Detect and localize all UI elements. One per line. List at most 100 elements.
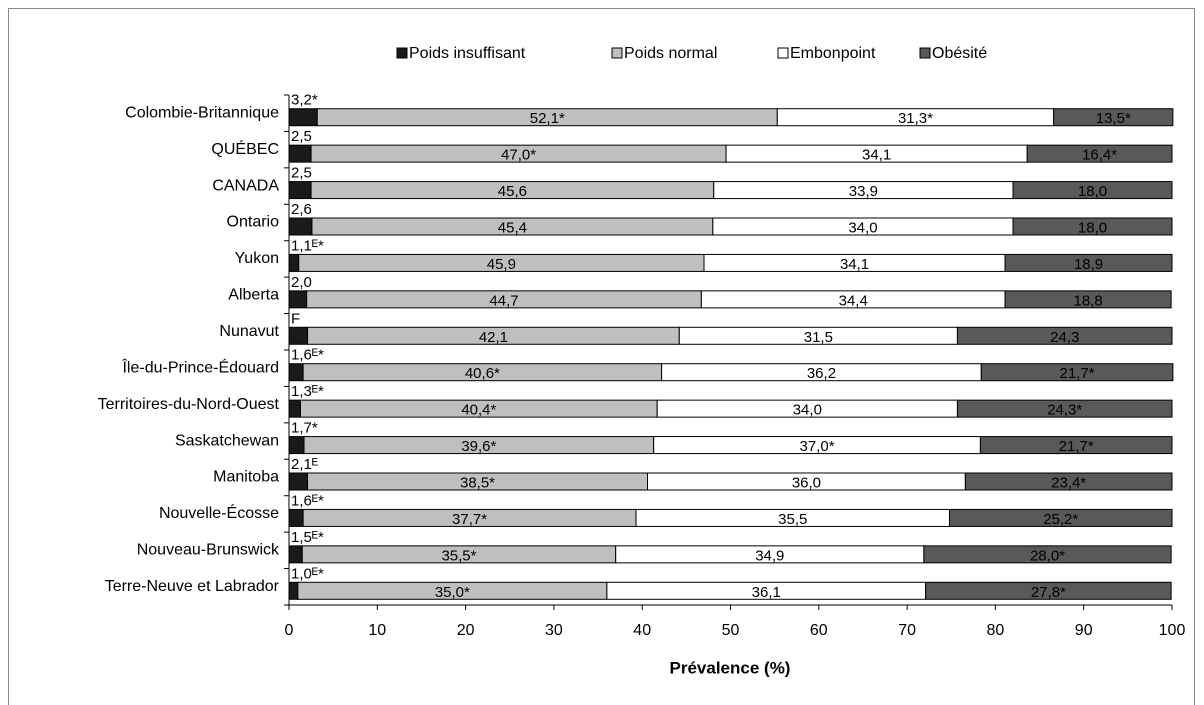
legend-swatch [396,47,408,59]
value-label: 42,1 [479,329,508,346]
bar-segment [956,399,1173,418]
value-label: 18,0 [1078,183,1107,200]
bar-segment [979,436,1173,455]
legend-swatch [777,47,789,59]
value-label: 36,0 [792,474,821,491]
value-label: 37,0* [800,438,835,455]
value-label: 2,6 [291,201,312,218]
y-tick-label: Île-du-Prince-Édouard [121,357,279,376]
y-tick-label: Alberta [228,287,279,304]
y-tick-label: Colombie-Britannique [125,104,279,121]
x-tick-label: 90 [1075,622,1093,639]
value-label: 2,0 [291,274,312,291]
value-label: 45,9 [487,256,516,273]
bar-segment [288,326,309,345]
value-label: 38,5* [460,474,495,491]
value-label: 27,8* [1031,584,1066,601]
x-tick-label: 70 [898,622,916,639]
value-label: 34,1 [862,147,891,164]
bar-segment [948,508,1173,527]
value-label: 1,1ᴱ* [291,237,324,254]
value-label: 36,1 [752,584,781,601]
value-label: 24,3 [1050,329,1079,346]
x-tick-label: 20 [457,622,475,639]
value-label: 28,0* [1030,547,1065,564]
x-tick-label: 100 [1159,622,1186,639]
value-label: 1,6ᴱ* [291,492,324,509]
value-label: 34,0 [848,219,877,236]
value-label: 3,2* [291,92,318,109]
value-label: 1,7* [291,420,318,437]
value-label: 1,3ᴱ* [291,383,324,400]
y-tick-label: QUÉBEC [211,139,279,158]
legend-swatch [611,47,623,59]
value-label: 31,3* [898,110,933,127]
value-label: 25,2* [1043,511,1078,528]
chart-frame [8,8,1195,705]
bar-segment [1012,181,1173,200]
value-label: 16,4* [1082,147,1117,164]
legend-label: Obésité [932,45,987,62]
bar-segment [288,181,312,200]
bar-segment [288,290,308,309]
value-label: 39,6* [461,438,496,455]
bar-segment [1053,108,1174,127]
y-tick-label: Ontario [227,214,280,231]
value-label: 1,6ᴱ* [291,347,324,364]
value-label: 45,6 [498,183,527,200]
value-label: 2,5 [291,128,312,145]
bar-segment [980,363,1174,382]
bar-segment [1026,144,1173,163]
legend-label: Embonpoint [790,45,876,62]
x-tick-label: 0 [285,622,294,639]
legend-label: Poids normal [624,45,717,62]
value-label: 34,9 [755,547,784,564]
value-label: 1,0ᴱ* [291,565,324,582]
value-label: 36,2 [807,365,836,382]
y-tick-label: CANADA [212,177,279,194]
value-label: 37,7* [452,511,487,528]
legend-label: Poids insuffisant [409,45,526,62]
bar-segment [964,472,1173,491]
bar-segment [288,108,318,127]
x-tick-label: 50 [722,622,740,639]
y-tick-label: Terre-Neuve et Labrador [105,578,280,595]
y-tick-label: Nunavut [219,323,279,340]
bar-segment [288,363,304,382]
bar-segment [288,217,313,236]
value-label: 33,9 [849,183,878,200]
value-label: 34,0 [793,402,822,419]
x-tick-label: 40 [633,622,651,639]
value-label: 18,0 [1078,219,1107,236]
value-label: 35,5 [778,511,807,528]
value-label: 13,5* [1096,110,1131,127]
bar-segment [288,144,312,163]
bar-segment [288,581,299,600]
bar-segment [1004,253,1173,272]
value-label: 52,1* [530,110,565,127]
value-label: 23,4* [1051,474,1086,491]
legend-swatch [919,47,931,59]
value-label: 34,1 [840,256,869,273]
y-tick-label: Nouveau-Brunswick [137,542,280,559]
value-label: 31,5 [804,329,833,346]
value-label: F [291,310,300,327]
value-label: 2,1ᴱ [291,456,318,473]
value-label: 35,5* [441,547,476,564]
bar-segment [288,508,304,527]
y-tick-label: Saskatchewan [175,432,279,449]
bar-segment [288,545,303,564]
x-tick-label: 80 [987,622,1005,639]
x-tick-label: 30 [545,622,563,639]
bar-segment [925,581,1172,600]
y-tick-label: Territoires-du-Nord-Ouest [98,396,280,413]
bar-segment [923,545,1172,564]
value-label: 24,3* [1047,402,1082,419]
bar-segment [288,399,301,418]
value-label: 2,5 [291,165,312,182]
bar-segment [288,472,309,491]
y-tick-label: Nouvelle-Écosse [159,503,279,522]
value-label: 34,4 [839,292,868,309]
value-label: 35,0* [435,584,470,601]
x-tick-label: 10 [368,622,386,639]
